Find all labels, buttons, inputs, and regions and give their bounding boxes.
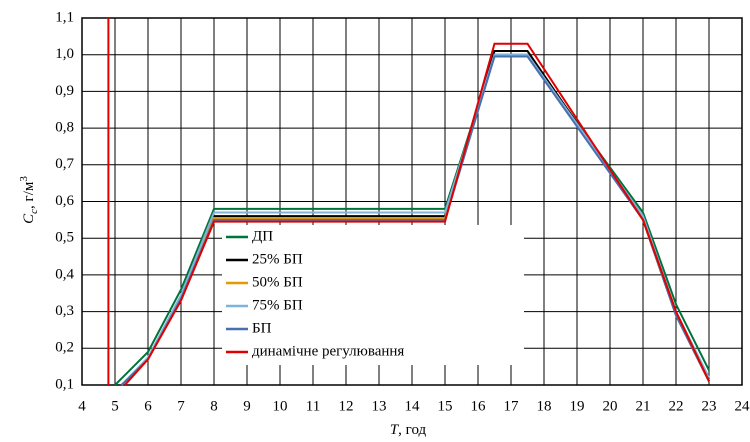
x-tick-label: 17 [504,398,520,414]
plot-border [81,17,743,386]
x-tick-label: 7 [177,398,185,414]
x-tick-label: 10 [273,398,288,414]
legend-box [222,225,524,365]
x-tick-label: 6 [144,398,152,414]
y-tick-label: 1,0 [55,46,74,62]
x-tick-label: 19 [570,398,585,414]
y-tick-label: 1,1 [55,9,74,25]
y-tick-label: 0,8 [55,120,74,136]
y-axis-label: Cс, г/м3 [18,176,40,224]
legend-label: 25% БП [252,251,303,267]
x-label-unit: , год [398,422,426,438]
y-tick-label: 0,3 [55,303,74,319]
x-tick-label: 11 [306,398,320,414]
x-tick-label: 13 [372,398,387,414]
x-tick-label: 12 [339,398,354,414]
y-label-subscript: с [28,209,40,214]
x-tick-label: 9 [243,398,251,414]
x-tick-label: 20 [603,398,618,414]
x-tick-label: 24 [735,398,750,414]
legend-label: 50% БП [252,274,303,290]
y-tick-label: 0,2 [55,340,74,356]
x-axis-label: T, год [390,422,427,438]
legend-label: динамічне регулювання [252,343,404,359]
x-tick-label: 8 [210,398,218,414]
x-label-symbol: T [390,422,400,438]
series-line [107,18,710,386]
y-tick-label: 0,4 [55,266,74,282]
x-tick-label: 21 [636,398,651,414]
x-tick-label: 22 [669,398,684,414]
x-tick-label: 15 [438,398,453,414]
y-tick-label: 0,7 [55,156,74,172]
y-label-superscript: 3 [18,176,30,182]
x-tick-label: 16 [471,398,487,414]
y-tick-label: 0,9 [55,83,74,99]
y-label-symbol: C [21,213,37,224]
x-tick-label: 5 [111,398,119,414]
legend-label: ДП [252,228,273,244]
legend-label: 75% БП [252,297,303,313]
x-tick-label: 14 [405,398,421,414]
legend-label: БП [252,320,272,336]
x-tick-label: 23 [702,398,717,414]
x-tick-label: 18 [537,398,552,414]
y-tick-label: 0,5 [55,230,74,246]
y-label-unit: , г/м [21,181,37,209]
x-tick-label: 4 [78,398,86,414]
y-tick-label: 0,1 [55,376,74,392]
y-tick-label: 0,6 [55,193,74,209]
